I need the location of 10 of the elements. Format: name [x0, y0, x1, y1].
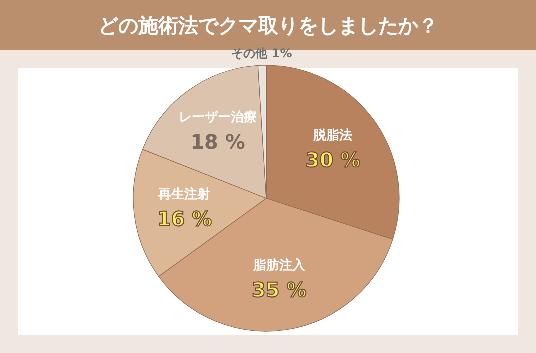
slice-label: その他 1%	[232, 46, 292, 61]
chart-title: どの施術法でクマ取りをしましたか？	[98, 14, 438, 38]
data-label: 35 %	[252, 278, 307, 302]
slice-label: 脂肪注入	[252, 257, 306, 274]
slice-label: レーザー治療	[179, 109, 258, 126]
slice-label: 脱脂法	[312, 128, 353, 144]
data-label: 16 %	[157, 206, 212, 231]
slice-label: 再生注射	[158, 186, 211, 202]
data-label: 18 %	[190, 130, 246, 154]
data-label: 30 %	[306, 148, 361, 172]
